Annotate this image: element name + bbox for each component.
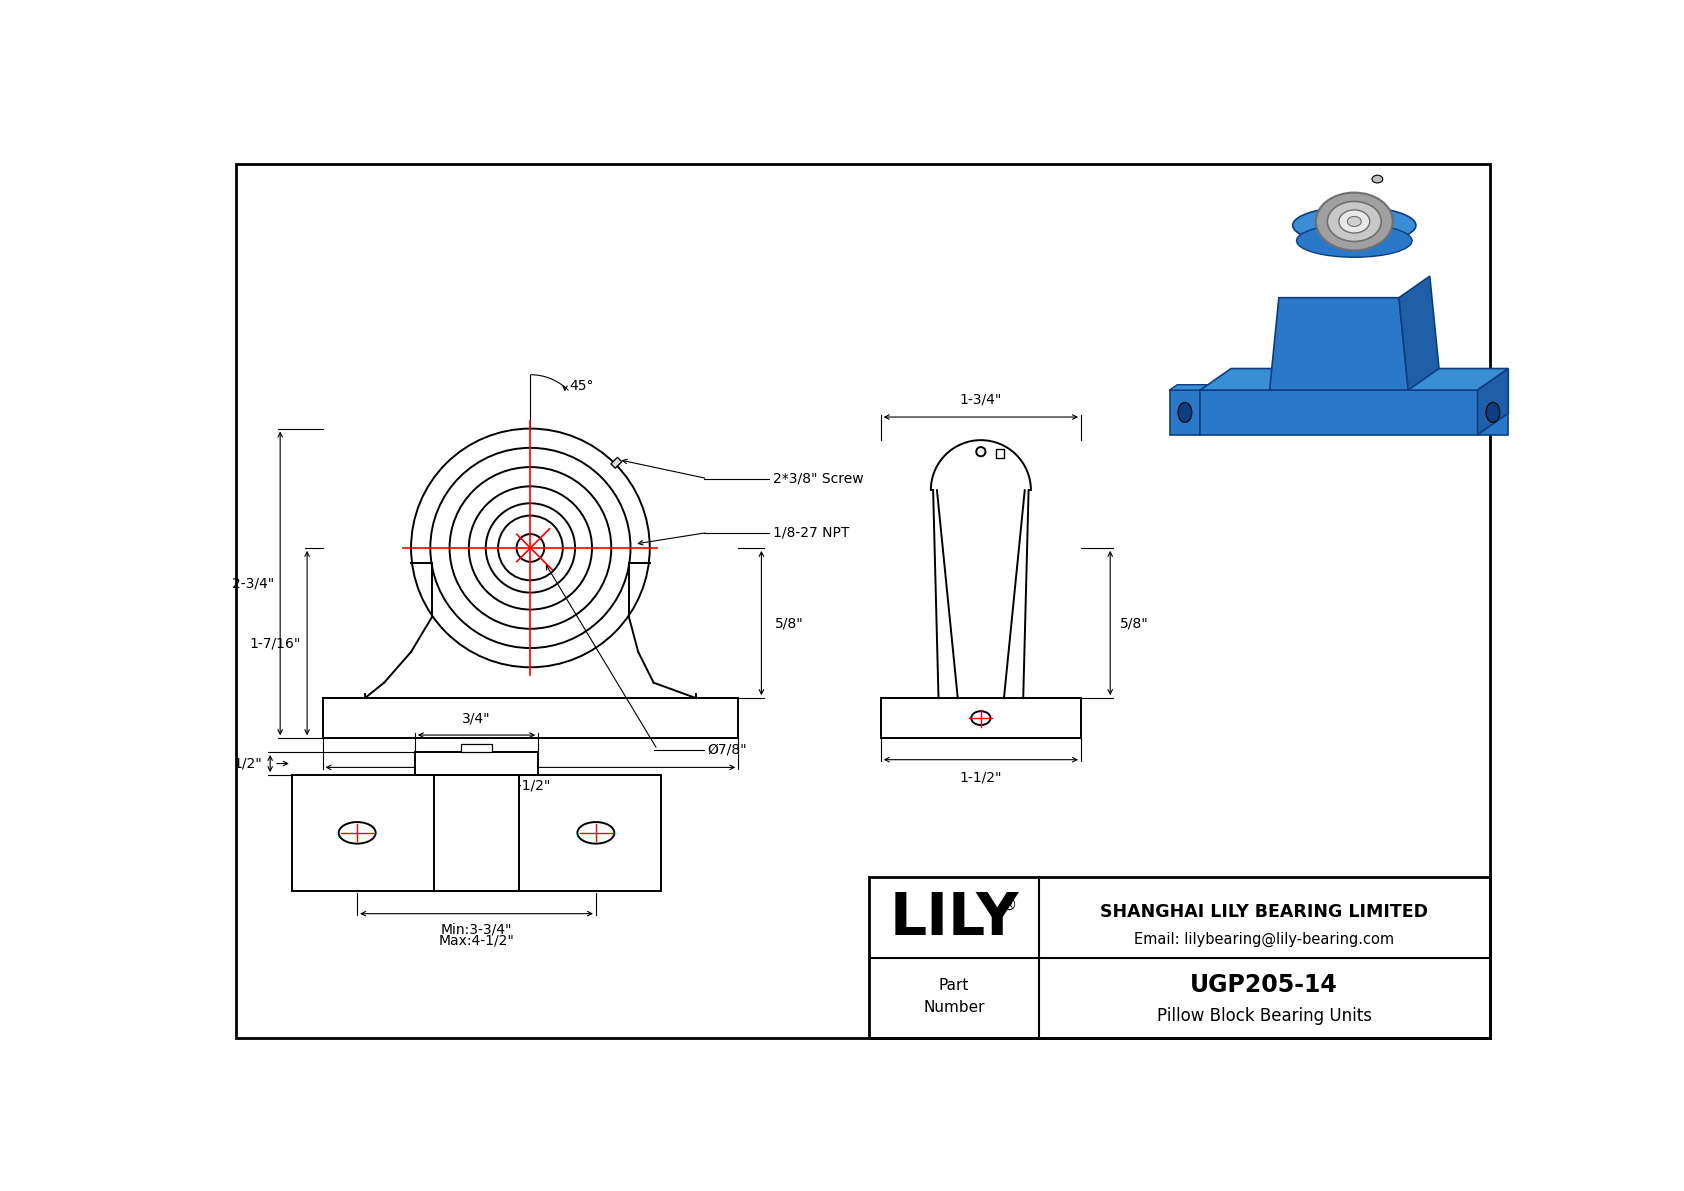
Text: 1/8-27 NPT: 1/8-27 NPT	[773, 525, 849, 540]
Text: 2-3/4": 2-3/4"	[232, 576, 274, 591]
Ellipse shape	[1327, 201, 1381, 242]
Polygon shape	[1169, 391, 1201, 435]
Ellipse shape	[1297, 224, 1413, 257]
Polygon shape	[1201, 368, 1509, 391]
Text: Pillow Block Bearing Units: Pillow Block Bearing Units	[1157, 1006, 1372, 1024]
Polygon shape	[1477, 368, 1509, 435]
Ellipse shape	[1179, 403, 1192, 423]
Bar	[881, 698, 1081, 738]
Text: Max:4-1/2": Max:4-1/2"	[438, 934, 514, 948]
Ellipse shape	[1339, 210, 1369, 233]
Text: 2*3/8" Screw: 2*3/8" Screw	[773, 472, 864, 486]
Polygon shape	[1169, 385, 1207, 391]
Ellipse shape	[1347, 217, 1361, 226]
Ellipse shape	[578, 822, 615, 843]
Text: 1-7/16": 1-7/16"	[249, 636, 301, 650]
Bar	[869, 877, 1490, 1039]
Text: 5/8": 5/8"	[775, 616, 803, 630]
Bar	[434, 775, 519, 891]
Text: LILY: LILY	[889, 890, 1019, 947]
Polygon shape	[1201, 391, 1477, 435]
Text: Min:3-3/4": Min:3-3/4"	[441, 923, 512, 937]
Bar	[611, 457, 621, 468]
Text: 1-1/2": 1-1/2"	[960, 771, 1002, 785]
Bar	[461, 744, 492, 752]
Text: Email: lilybearing@lily-bearing.com: Email: lilybearing@lily-bearing.com	[1133, 933, 1394, 947]
Text: 1/2": 1/2"	[234, 756, 263, 771]
Ellipse shape	[338, 822, 376, 843]
Text: Part
Number: Part Number	[923, 978, 985, 1015]
Polygon shape	[1399, 276, 1440, 391]
Ellipse shape	[1372, 175, 1383, 183]
Text: SHANGHAI LILY BEARING LIMITED: SHANGHAI LILY BEARING LIMITED	[1100, 903, 1428, 922]
Bar	[323, 698, 738, 738]
Ellipse shape	[1485, 403, 1500, 423]
Text: ®: ®	[1002, 897, 1017, 912]
Ellipse shape	[972, 711, 990, 725]
Ellipse shape	[1315, 193, 1393, 250]
Bar	[414, 752, 539, 775]
Text: UGP205-14: UGP205-14	[1191, 973, 1339, 997]
Text: Ø7/8": Ø7/8"	[707, 743, 748, 756]
Polygon shape	[1477, 391, 1509, 435]
Bar	[291, 775, 662, 891]
Bar	[997, 449, 1004, 457]
Ellipse shape	[1293, 207, 1416, 244]
Text: 5-1/2": 5-1/2"	[509, 778, 552, 792]
Text: 45°: 45°	[569, 379, 593, 393]
Text: 5/8": 5/8"	[1120, 616, 1148, 630]
Text: 1-3/4": 1-3/4"	[960, 392, 1002, 406]
Polygon shape	[1270, 298, 1408, 391]
Text: 3/4": 3/4"	[461, 712, 490, 725]
